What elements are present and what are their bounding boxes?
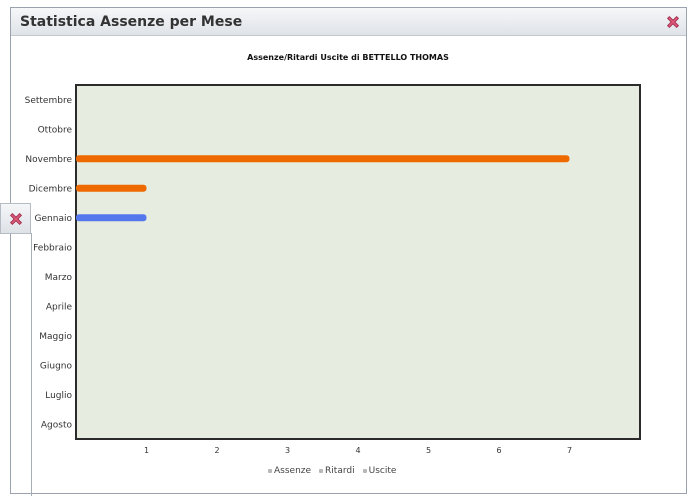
chart-title: Assenze/Ritardi Uscite di BETTELLO THOMA… — [247, 53, 449, 62]
close-button[interactable] — [660, 8, 686, 35]
y-tick-label: Febbraio — [33, 243, 72, 253]
plot-area — [75, 84, 641, 440]
y-tick-label: Aprile — [46, 302, 73, 312]
legend-marker — [362, 469, 367, 473]
x-tick-label: 7 — [567, 446, 572, 455]
y-tick-label: Agosto — [41, 420, 73, 430]
background-panel-edge — [31, 233, 32, 496]
y-tick-label: Novembre — [25, 155, 72, 165]
legend-label: Assenze — [274, 466, 312, 476]
y-tick-label: Settembre — [25, 96, 73, 106]
y-tick-label: Dicembre — [29, 184, 73, 194]
y-tick-label: Luglio — [45, 391, 72, 401]
close-icon — [9, 212, 22, 225]
y-tick-label: Marzo — [45, 273, 73, 283]
x-tick-label: 2 — [214, 446, 219, 455]
x-tick-label: 5 — [426, 446, 431, 455]
legend-item: Assenze — [268, 466, 311, 476]
y-tick-label: Gennaio — [35, 214, 73, 224]
background-close-button[interactable] — [0, 203, 31, 234]
legend-label: Ritardi — [325, 466, 355, 476]
legend-label: Uscite — [368, 466, 397, 476]
y-tick-label: Maggio — [39, 332, 72, 342]
y-tick-label: Ottobre — [38, 125, 73, 135]
dialog-titlebar: Statistica Assenze per Mese — [11, 8, 686, 36]
bar-assenze-gennaio — [76, 214, 147, 222]
chart-legend: Assenze Ritardi Uscite — [268, 465, 396, 477]
legend-marker — [319, 469, 324, 473]
y-tick-label: Giugno — [40, 361, 73, 371]
bar-ritardi-novembre — [76, 155, 570, 163]
legend-item: Uscite — [362, 466, 397, 476]
dialog-title: Statistica Assenze per Mese — [20, 13, 243, 30]
bar-ritardi-dicembre — [76, 184, 147, 192]
x-tick-label: 3 — [285, 446, 290, 455]
x-tick-label: 1 — [144, 446, 149, 455]
x-tick-label: 4 — [355, 446, 360, 455]
x-tick-label: 6 — [496, 446, 501, 455]
legend-item: Ritardi — [319, 466, 355, 476]
legend-marker — [268, 469, 272, 473]
close-icon — [666, 15, 680, 28]
